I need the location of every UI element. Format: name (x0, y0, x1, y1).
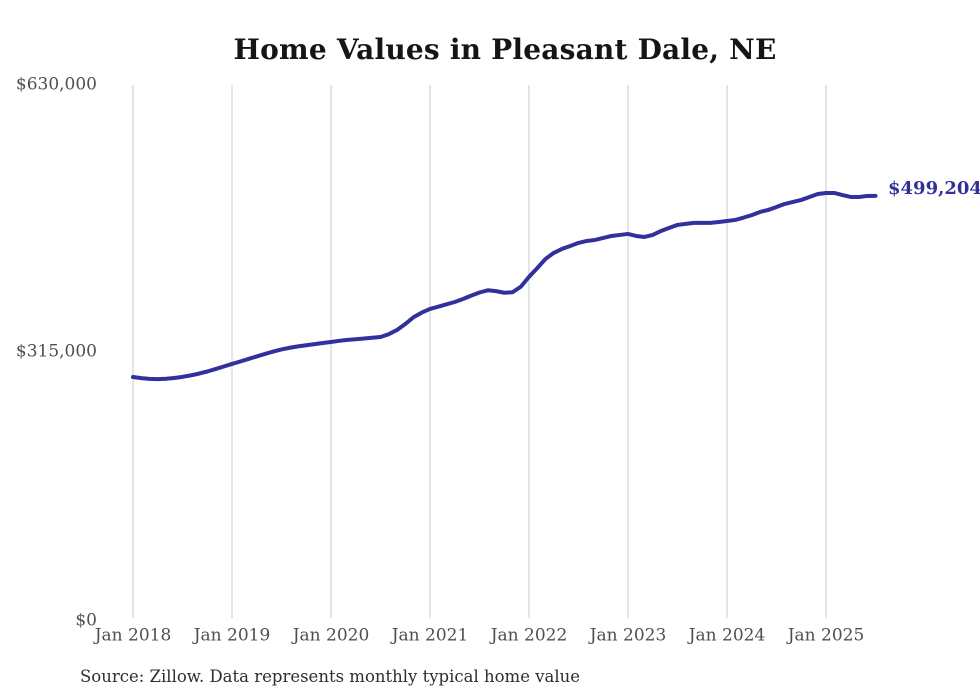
x-tick-label: Jan 2019 (192, 626, 271, 646)
x-axis-tick-labels: Jan 2018 Jan 2019 Jan 2020 Jan 2021 Jan 2022… (93, 626, 865, 646)
vertical-gridlines (132, 85, 827, 618)
x-tick-label: Jan 2022 (489, 626, 568, 646)
home-value-line (131, 190, 878, 382)
y-axis-tick-labels: $0 $315,000 $630,000 (16, 75, 97, 631)
x-tick-label: Jan 2025 (786, 626, 865, 646)
latest-value-label: $499,204 (888, 178, 980, 199)
chart-title: Home Values in Pleasant Dale, NE (233, 33, 777, 66)
x-tick-label: Jan 2023 (588, 626, 667, 646)
x-tick-label: Jan 2020 (291, 626, 370, 646)
x-tick-label: Jan 2021 (390, 626, 469, 646)
y-tick-label: $0 (75, 611, 97, 631)
y-tick-label: $315,000 (16, 342, 97, 362)
x-tick-label: Jan 2018 (93, 626, 172, 646)
x-tick-label: Jan 2024 (687, 626, 766, 646)
source-note: Source: Zillow. Data represents monthly … (80, 667, 581, 686)
y-tick-label: $630,000 (16, 75, 97, 95)
